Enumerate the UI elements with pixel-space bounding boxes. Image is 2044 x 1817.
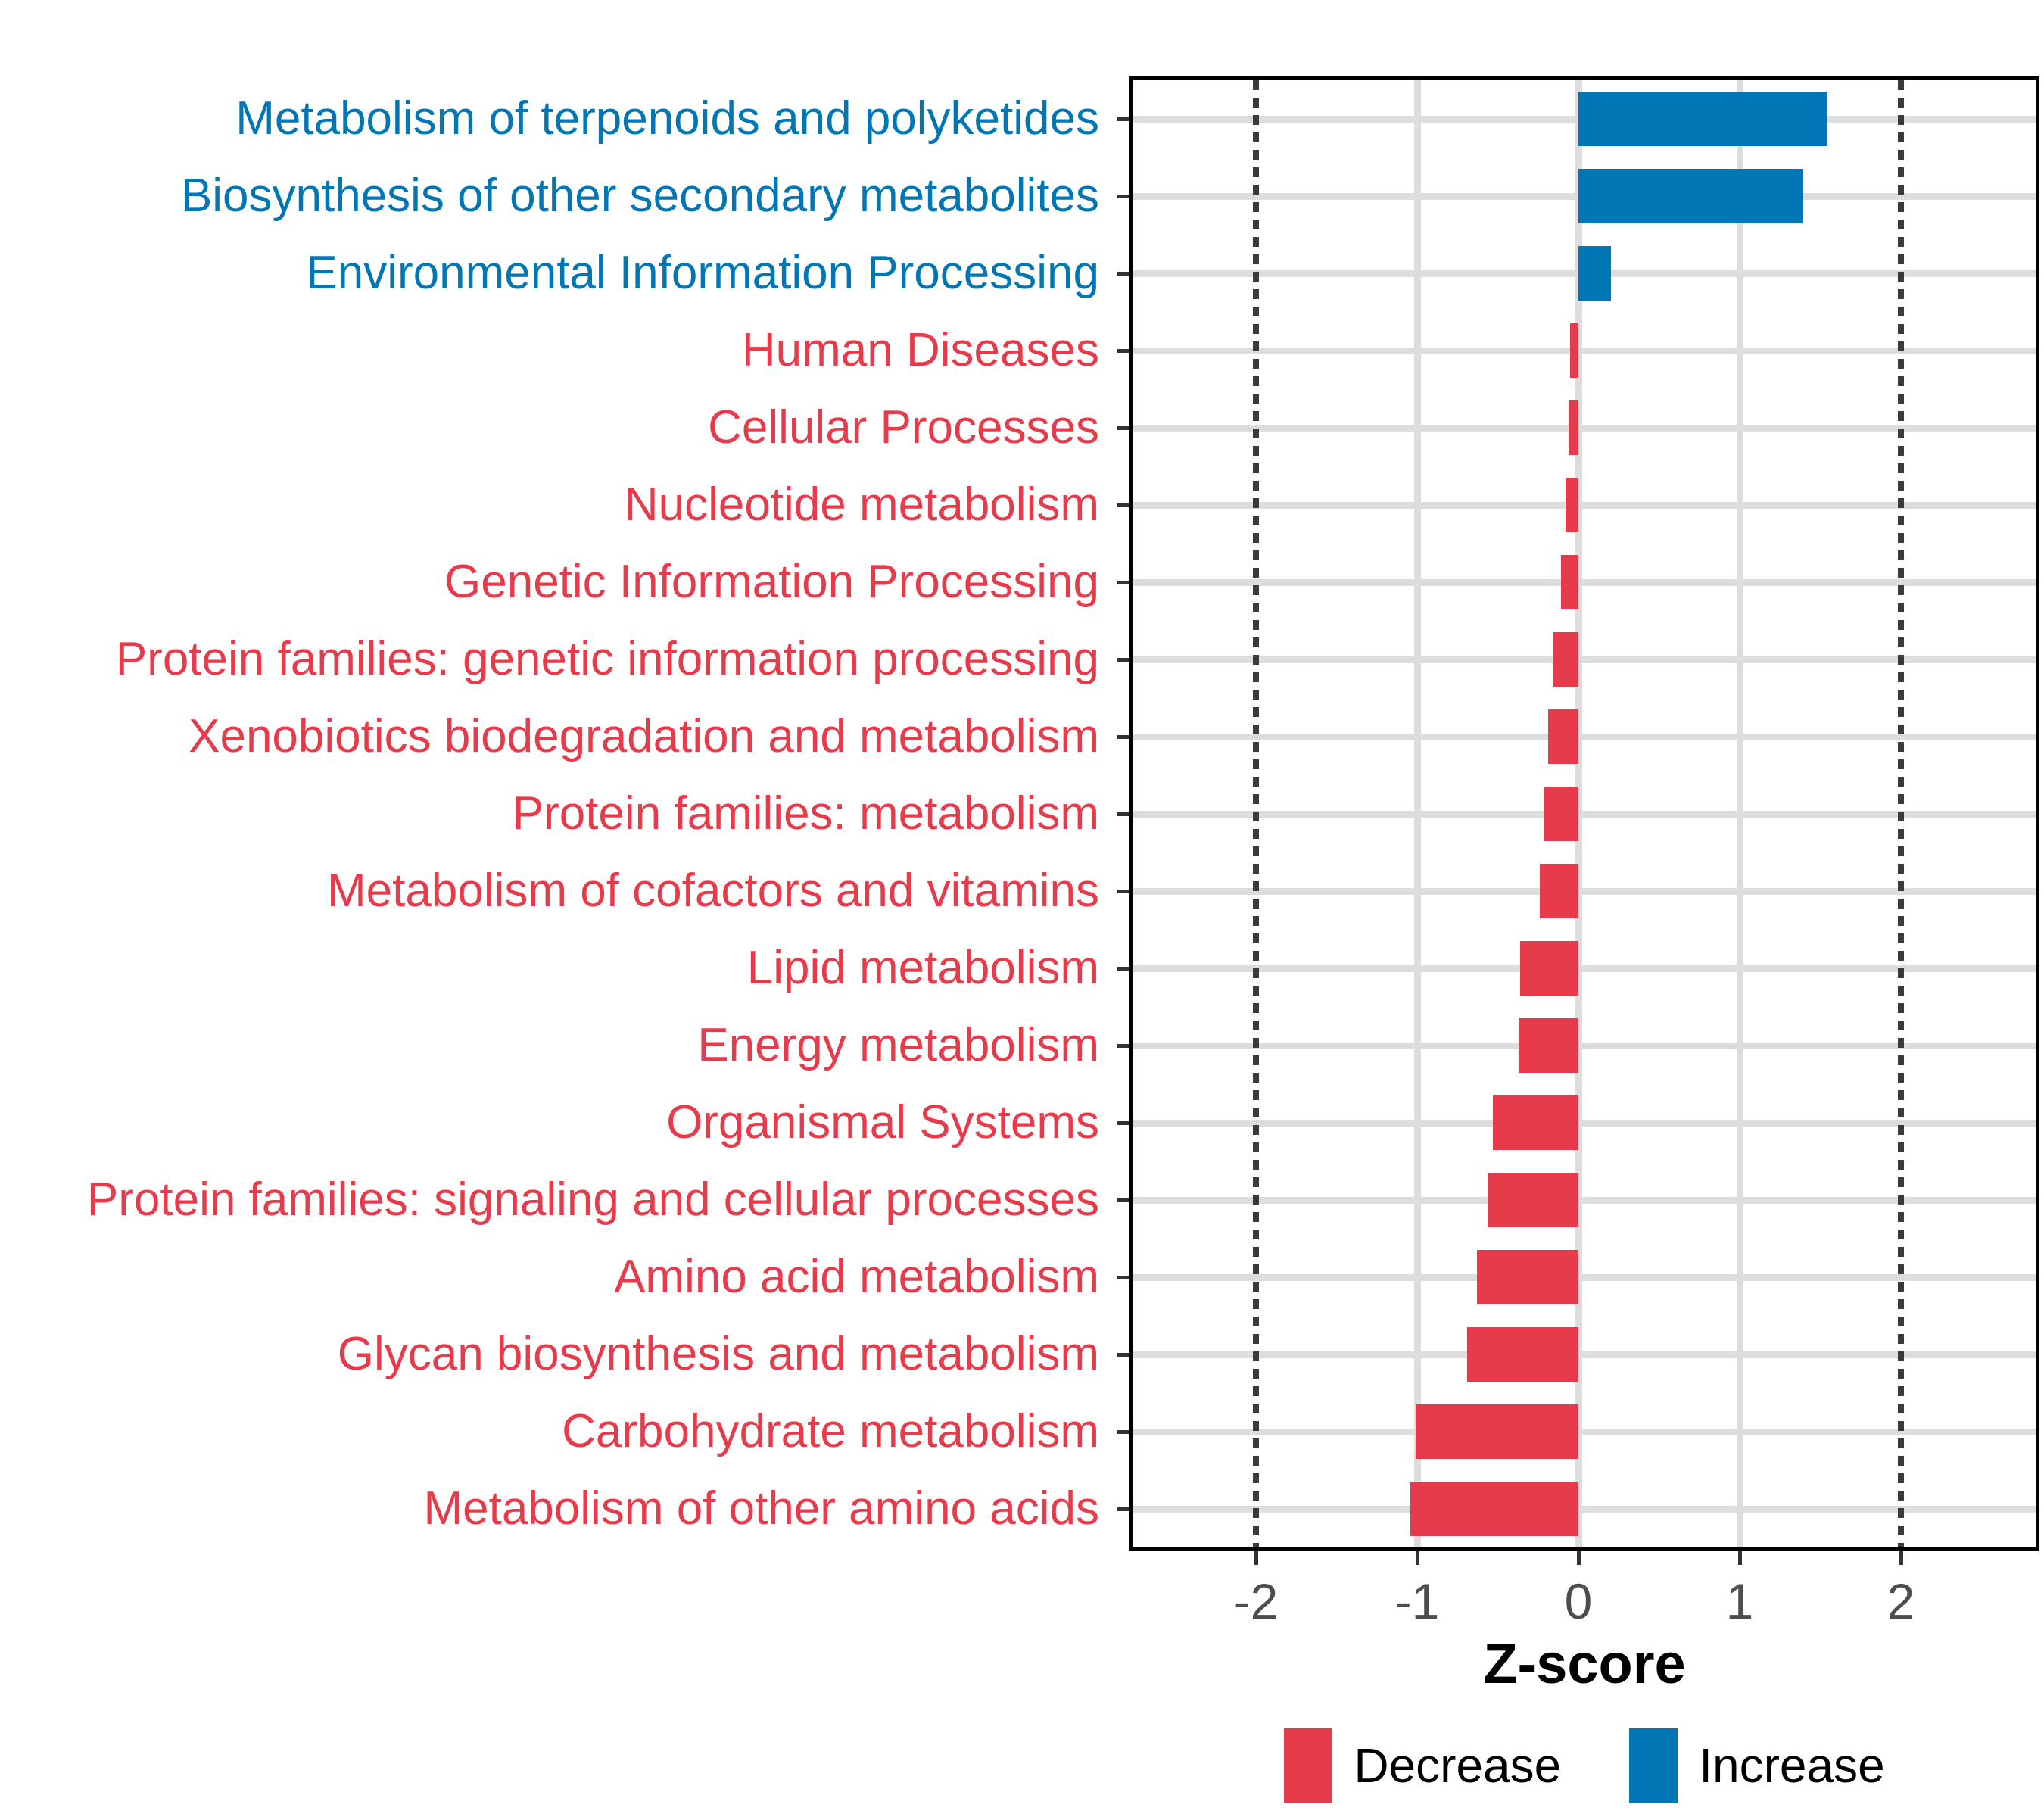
gridline-horizontal — [1133, 733, 2036, 740]
y-tick — [1117, 503, 1129, 507]
gridline-horizontal — [1133, 501, 2036, 509]
gridline-horizontal — [1133, 1428, 2036, 1435]
bar-decrease — [1560, 555, 1578, 609]
gridline-horizontal — [1133, 656, 2036, 663]
y-tick — [1117, 194, 1129, 198]
gridline-horizontal — [1133, 1273, 2036, 1281]
legend-entry-decrease: Decrease — [1284, 1728, 1561, 1803]
bar-decrease — [1565, 478, 1578, 532]
y-tick — [1117, 734, 1129, 739]
category-label: Biosynthesis of other secondary metaboli… — [180, 170, 1099, 222]
gridline-horizontal — [1133, 965, 2036, 972]
category-label: Environmental Information Processing — [306, 247, 1099, 299]
x-tick — [1254, 1551, 1258, 1565]
x-tick-label: 2 — [1887, 1573, 1915, 1629]
category-label: Protein families: metabolism — [512, 787, 1099, 840]
y-tick — [1117, 425, 1129, 430]
category-label: Glycan biosynthesis and metabolism — [337, 1328, 1099, 1380]
bar-increase — [1578, 246, 1611, 301]
y-tick — [1117, 1352, 1129, 1357]
bar-decrease — [1493, 1095, 1578, 1150]
y-tick — [1117, 1429, 1129, 1434]
category-label: Metabolism of cofactors and vitamins — [327, 865, 1099, 917]
bar-decrease — [1569, 400, 1578, 455]
y-tick — [1117, 966, 1129, 971]
bar-decrease — [1488, 1173, 1578, 1227]
category-label: Organismal Systems — [666, 1096, 1099, 1148]
category-label: Metabolism of other amino acids — [423, 1482, 1099, 1535]
gridline-horizontal — [1133, 1119, 2036, 1127]
gridline-horizontal — [1133, 347, 2036, 354]
gridline-horizontal — [1133, 887, 2036, 895]
legend: Decrease Increase — [1130, 1728, 2039, 1803]
x-tick — [1576, 1551, 1581, 1565]
gridline-horizontal — [1133, 424, 2036, 432]
category-label: Carbohydrate metabolism — [562, 1405, 1099, 1457]
y-tick — [1117, 117, 1129, 121]
category-label: Amino acid metabolism — [614, 1251, 1099, 1303]
bar-decrease — [1415, 1404, 1578, 1459]
bar-decrease — [1519, 1018, 1578, 1073]
reference-line — [1898, 80, 1904, 1547]
bar-decrease — [1410, 1482, 1578, 1536]
bar-decrease — [1520, 941, 1578, 996]
x-tick-label: 0 — [1564, 1573, 1593, 1629]
y-tick — [1117, 580, 1129, 584]
bar-decrease — [1476, 1250, 1578, 1304]
category-label: Metabolism of terpenoids and polyketides — [235, 92, 1099, 145]
gridline-horizontal — [1133, 578, 2036, 586]
x-tick-label: -2 — [1233, 1573, 1279, 1629]
y-tick — [1117, 889, 1129, 893]
category-label: Protein families: genetic information pr… — [115, 633, 1099, 685]
legend-label-increase: Increase — [1699, 1738, 1885, 1793]
category-label: Nucleotide metabolism — [624, 478, 1099, 531]
gridline-horizontal — [1133, 810, 2036, 818]
y-tick — [1117, 1120, 1129, 1125]
gridline-horizontal — [1133, 1196, 2036, 1204]
x-tick — [1415, 1551, 1419, 1565]
category-label: Xenobiotics biodegradation and metabolis… — [189, 710, 1099, 762]
bar-increase — [1578, 169, 1803, 223]
x-tick-label: -1 — [1394, 1573, 1440, 1629]
category-label: Cellular Processes — [708, 401, 1099, 453]
y-tick — [1117, 1043, 1129, 1048]
bar-decrease — [1552, 632, 1578, 687]
x-axis-title: Z-score — [1483, 1632, 1686, 1695]
plot-panel — [1129, 76, 2039, 1551]
legend-swatch-decrease — [1284, 1728, 1333, 1803]
gridline-vertical — [1575, 80, 1582, 1547]
gridline-vertical — [1413, 80, 1421, 1547]
legend-label-decrease: Decrease — [1354, 1738, 1562, 1793]
category-label: Genetic Information Processing — [444, 556, 1099, 608]
reference-line — [1253, 80, 1259, 1547]
y-tick — [1117, 1198, 1129, 1202]
y-tick — [1117, 657, 1129, 662]
y-tick — [1117, 271, 1129, 276]
bar-decrease — [1544, 787, 1578, 841]
bar-decrease — [1467, 1327, 1578, 1382]
legend-entry-increase: Increase — [1629, 1728, 1885, 1803]
y-tick — [1117, 812, 1129, 816]
bar-decrease — [1539, 864, 1578, 918]
bar-increase — [1578, 92, 1827, 146]
legend-swatch-increase — [1629, 1728, 1678, 1803]
x-tick — [1899, 1551, 1903, 1565]
y-tick — [1117, 1275, 1129, 1279]
gridline-horizontal — [1133, 1351, 2036, 1358]
x-tick — [1737, 1551, 1742, 1565]
gridline-vertical — [1736, 80, 1743, 1547]
bar-decrease — [1547, 709, 1578, 764]
bar-decrease — [1570, 323, 1578, 378]
category-label: Lipid metabolism — [746, 942, 1099, 994]
category-label: Human Diseases — [741, 324, 1099, 376]
category-label: Energy metabolism — [697, 1019, 1099, 1071]
y-tick — [1117, 1507, 1129, 1511]
gridline-horizontal — [1133, 1042, 2036, 1049]
gridline-horizontal — [1133, 1505, 2036, 1513]
x-tick-label: 1 — [1725, 1573, 1754, 1629]
category-label: Protein families: signaling and cellular… — [86, 1173, 1099, 1226]
y-tick — [1117, 348, 1129, 353]
